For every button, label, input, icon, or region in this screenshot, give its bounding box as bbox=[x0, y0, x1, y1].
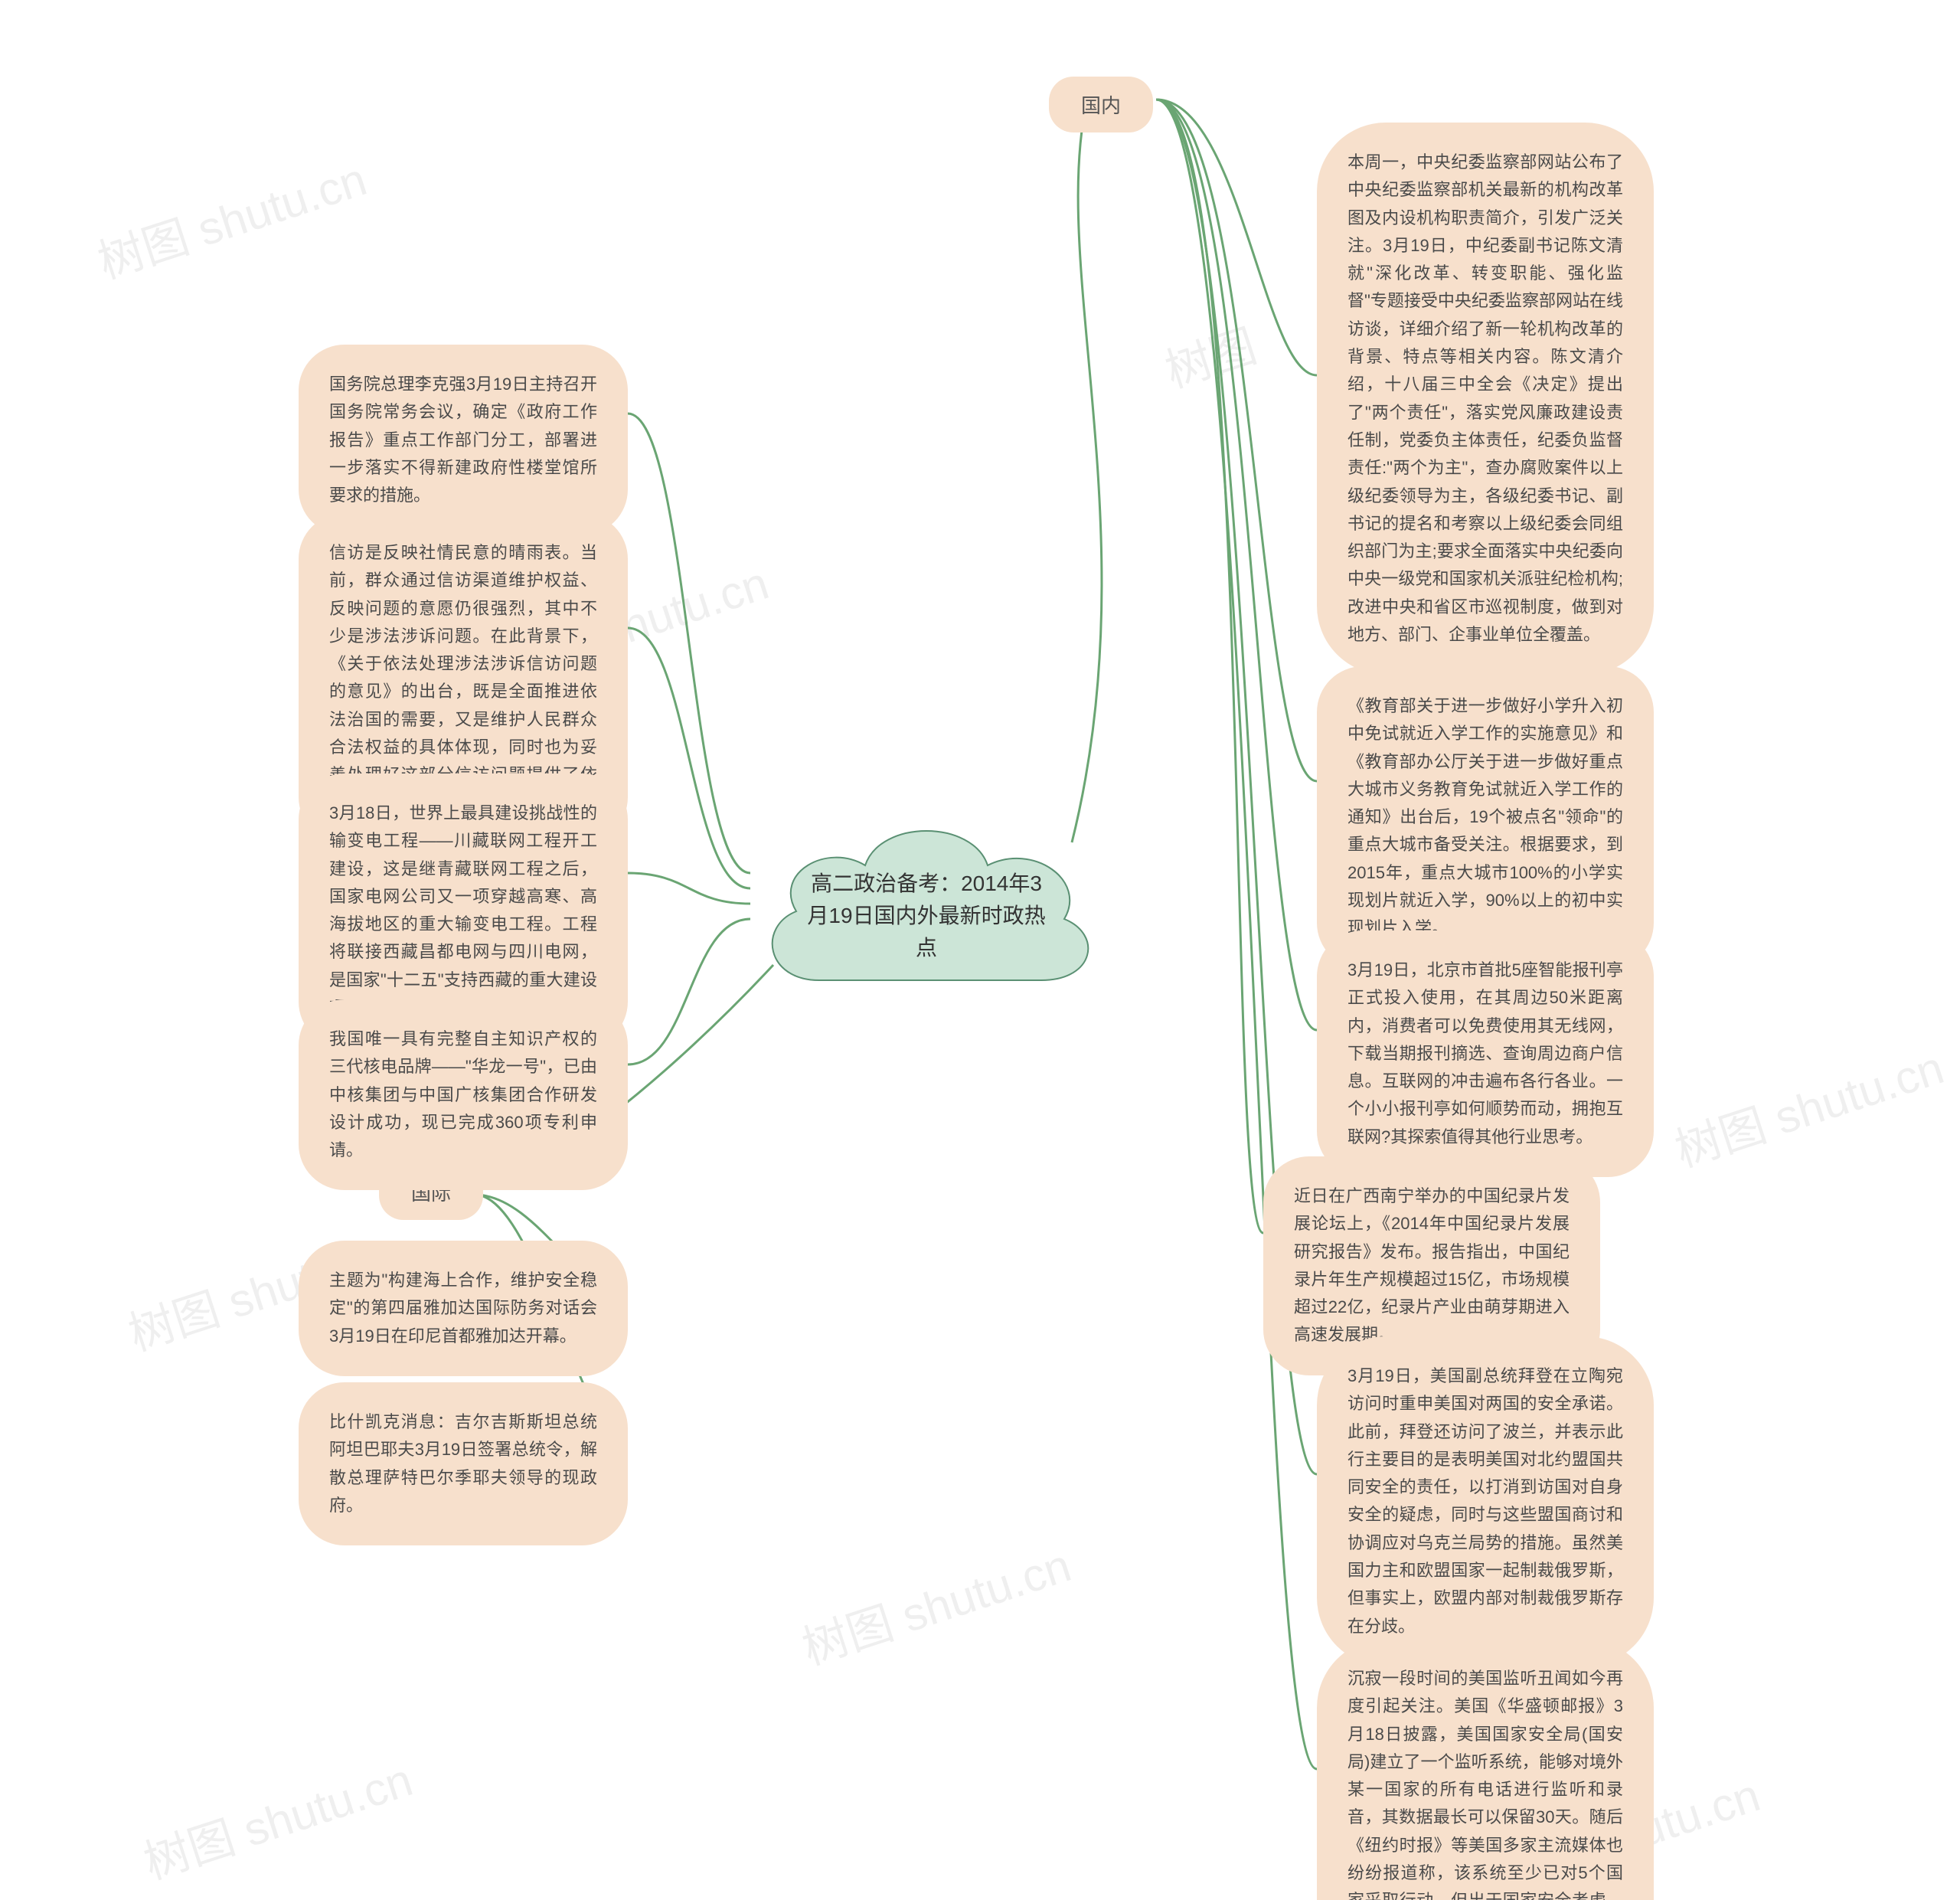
watermark: 树图 shutu.cn bbox=[134, 1743, 420, 1892]
center-topic: 高二政治备考：2014年3月19日国内外最新时政热点 bbox=[743, 789, 1110, 1034]
watermark: 树图 bbox=[1155, 309, 1263, 401]
watermark: 树图 shutu.cn bbox=[88, 142, 374, 292]
node-int2: 比什凯克消息：吉尔吉斯斯坦总统阿坦巴耶夫3月19日签署总统令，解散总理萨特巴尔季… bbox=[299, 1382, 628, 1545]
node-lef4: 我国唯一具有完整自主知识产权的三代核电品牌——"华龙一号"，已由中核集团与中国广… bbox=[299, 999, 628, 1190]
node-dom1: 本周一，中央纪委监察部网站公布了中央纪委监察部机关最新的机构改革图及内设机构职责… bbox=[1317, 123, 1654, 675]
node-dom3: 3月19日，北京市首批5座智能报刊亭正式投入使用，在其周边50米距离内，消费者可… bbox=[1317, 930, 1654, 1177]
watermark: 树图 shutu.cn bbox=[1665, 1031, 1951, 1180]
node-dom2: 《教育部关于进一步做好小学升入初中免试就近入学工作的实施意见》和《教育部办公厅关… bbox=[1317, 666, 1654, 969]
center-title: 高二政治备考：2014年3月19日国内外最新时政热点 bbox=[804, 868, 1049, 964]
node-dom6: 沉寂一段时间的美国监听丑闻如今再度引起关注。美国《华盛顿邮报》3月18日披露，美… bbox=[1317, 1639, 1654, 1900]
node-lef1: 国务院总理李克强3月19日主持召开国务院常务会议，确定《政府工作报告》重点工作部… bbox=[299, 345, 628, 535]
node-dom5: 3月19日，美国副总统拜登在立陶宛访问时重申美国对两国的安全承诺。此前，拜登还访… bbox=[1317, 1336, 1654, 1666]
node-int1: 主题为"构建海上合作，维护安全稳定"的第四届雅加达国际防务对话会3月19日在印尼… bbox=[299, 1241, 628, 1376]
watermark: 树图 shutu.cn bbox=[792, 1529, 1078, 1678]
branch-header-domestic: 国内 bbox=[1049, 77, 1153, 132]
